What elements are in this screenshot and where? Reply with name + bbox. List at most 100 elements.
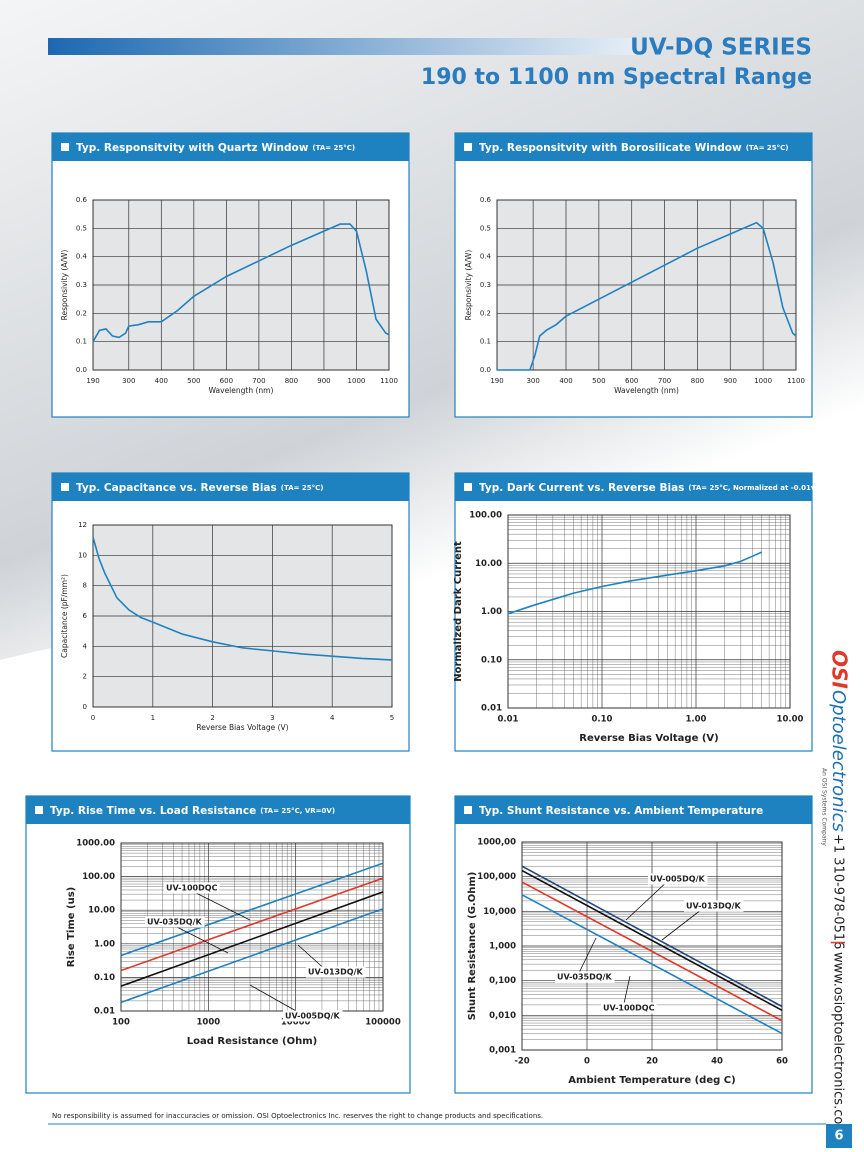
x-tick-label: 900 (317, 377, 330, 385)
x-tick-label: 0 (584, 1057, 590, 1067)
y-tick-label: 0.0 (76, 366, 87, 374)
series-label: UV-013DQ/K (308, 968, 363, 977)
plot-frame (120, 842, 384, 1012)
series-label-box (684, 900, 744, 912)
x-tick-label: 700 (658, 377, 671, 385)
y-tick-label: 0.4 (480, 253, 492, 261)
chart-title-text: Typ. Capacitance vs. Reverse Bias (76, 482, 277, 494)
y-tick-label: 0.10 (94, 973, 115, 983)
panel-title-bar (52, 133, 409, 161)
chart-title-text: Typ. Responsitvity with Quartz Window (76, 142, 309, 154)
y-tick-label: 10 (78, 551, 87, 559)
phone: +1 310-978-0516 (831, 834, 846, 949)
y-tick-label: 0.01 (481, 704, 502, 714)
y-tick-label: 10.00 (88, 906, 115, 916)
data-line (521, 894, 783, 1035)
x-axis-label: Load Resistance (Ohm) (187, 1036, 317, 1047)
brand: OSI (828, 650, 852, 689)
x-tick-label: 1000 (754, 377, 772, 385)
data-line (120, 862, 384, 957)
x-tick-label: 500 (592, 377, 605, 385)
x-tick-label: 400 (155, 377, 168, 385)
series-label-box (164, 882, 220, 894)
chart-title: Typ. Dark Current vs. Reverse Bias (TA= 2… (479, 482, 819, 494)
y-tick-label: 2 (83, 673, 87, 681)
brand-rest: Optoelectronics (828, 690, 849, 832)
y-tick-label: 0.3 (480, 281, 491, 289)
page-box (826, 1124, 852, 1148)
x-tick-label: 300 (526, 377, 539, 385)
y-tick-label: 10.00 (475, 559, 502, 569)
data-line (521, 881, 783, 1022)
chart-subtitle: (TA= 25°C) (746, 144, 789, 152)
y-tick-label: 0,010 (489, 1011, 516, 1021)
series-label: UV-013DQ/K (686, 902, 741, 911)
y-axis-label: Responsivity (A/W) (464, 250, 473, 321)
series-label-box (306, 966, 366, 978)
tagline: An OSI Systems Company (821, 768, 828, 846)
separator: | (830, 940, 846, 945)
callout-pointer (661, 905, 707, 941)
chart-title: Typ. Responsitvity with Quartz Window (TA… (76, 142, 355, 154)
series-label: UV-035DQ/K (557, 973, 612, 982)
x-tick-label: 500 (187, 377, 200, 385)
x-axis-label: Wavelength (nm) (209, 386, 274, 395)
x-tick-label: -20 (514, 1057, 529, 1067)
x-tick-label: 3 (270, 714, 274, 722)
y-tick-label: 0.6 (76, 196, 88, 204)
title-bullet (61, 483, 69, 491)
chart-subtitle: (TA= 25°C) (312, 144, 355, 152)
data-line (120, 877, 384, 972)
y-tick-label: 0.10 (481, 655, 502, 665)
x-tick-label: 300 (122, 377, 135, 385)
x-tick-label: 5 (390, 714, 394, 722)
y-tick-label: 0.2 (480, 309, 491, 317)
y-tick-label: 0 (83, 703, 87, 711)
website: www.osioptoelectronics.com (831, 952, 846, 1137)
x-axis-label: Wavelength (nm) (614, 386, 679, 395)
x-tick-label: 2 (210, 714, 214, 722)
x-tick-label: 40 (711, 1057, 723, 1067)
series-label: UV-005DQ/K (650, 875, 705, 884)
series-label-box (283, 1010, 343, 1022)
x-tick-label: 20 (646, 1057, 658, 1067)
y-axis-label: Normalized Dark Current (453, 541, 464, 682)
x-tick-label: 700 (252, 377, 265, 385)
x-tick-label: 800 (691, 377, 704, 385)
y-tick-label: 8 (83, 582, 87, 590)
chart-subtitle: (TA= 25°C, VR=0V) (260, 807, 335, 815)
y-tick-label: 1000.00 (76, 839, 115, 849)
chart-title-text: Typ. Rise Time vs. Load Resistance (50, 805, 256, 817)
y-tick-label: 100,000 (477, 872, 516, 882)
panel-title-bar (52, 473, 409, 501)
data-line (120, 891, 384, 987)
y-tick-label: 0.6 (480, 196, 492, 204)
data-line (92, 223, 390, 343)
x-tick-label: 1100 (380, 377, 398, 385)
y-tick-label: 0,100 (489, 976, 516, 986)
y-tick-label: 1000,00 (477, 838, 516, 848)
data-line (521, 865, 783, 1008)
y-axis-label: Responsivity (A/W) (60, 250, 69, 321)
panel-title-bar (455, 796, 812, 824)
y-axis-label: Capacitance (pF/mm²) (60, 574, 69, 658)
plot-frame (92, 199, 390, 371)
title-bullet (464, 483, 472, 491)
title-bullet (35, 806, 43, 814)
y-axis-label: Rise Time (us) (66, 887, 77, 968)
data-line (521, 869, 783, 1011)
x-tick-label: 0.01 (498, 715, 519, 725)
chart-title: Typ. Capacitance vs. Reverse Bias (TA= 25… (76, 482, 324, 494)
x-tick-label: 1100 (787, 377, 805, 385)
title-bullet (464, 806, 472, 814)
x-tick-label: 1000 (348, 377, 366, 385)
y-tick-label: 1,000 (489, 942, 516, 952)
panel-title-bar (26, 796, 410, 824)
series-label: UV-035DQ/K (147, 918, 202, 927)
y-tick-label: 0.5 (76, 224, 87, 232)
y-tick-label: 0.3 (76, 281, 87, 289)
callout-pointer (576, 937, 597, 978)
x-tick-label: 100 (112, 1018, 130, 1028)
disclaimer: No responsibility is assumed for inaccur… (52, 1112, 543, 1120)
